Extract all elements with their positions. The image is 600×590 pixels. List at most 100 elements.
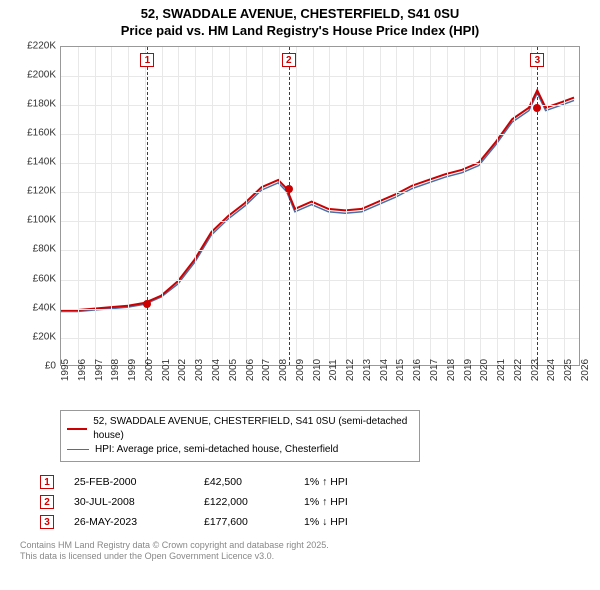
x-tick-label: 1996 bbox=[77, 359, 88, 381]
x-tick-label: 2023 bbox=[530, 359, 541, 381]
x-tick-label: 2018 bbox=[446, 359, 457, 381]
y-tick-label: £80K bbox=[33, 244, 56, 255]
y-tick-label: £0 bbox=[45, 360, 56, 371]
gridline-v bbox=[313, 47, 314, 365]
gridline-v bbox=[162, 47, 163, 365]
gridline-h bbox=[61, 309, 579, 310]
y-tick-label: £60K bbox=[33, 273, 56, 284]
event-price: £42,500 bbox=[204, 476, 284, 488]
gridline-v bbox=[380, 47, 381, 365]
footer-line-2: This data is licensed under the Open Gov… bbox=[20, 551, 580, 563]
event-vline bbox=[289, 47, 290, 365]
gridline-v bbox=[547, 47, 548, 365]
event-marker bbox=[533, 104, 541, 112]
legend-row-hpi: HPI: Average price, semi-detached house,… bbox=[67, 443, 413, 457]
x-tick-label: 2004 bbox=[211, 359, 222, 381]
y-tick-label: £20K bbox=[33, 331, 56, 342]
y-tick-label: £180K bbox=[27, 98, 56, 109]
gridline-v bbox=[396, 47, 397, 365]
x-tick-label: 2019 bbox=[463, 359, 474, 381]
gridline-h bbox=[61, 105, 579, 106]
y-axis: £0£20K£40K£60K£80K£100K£120K£140K£160K£1… bbox=[20, 46, 60, 366]
x-tick-label: 2013 bbox=[362, 359, 373, 381]
event-num-badge: 3 bbox=[40, 515, 54, 529]
gridline-h bbox=[61, 338, 579, 339]
x-tick-label: 1999 bbox=[127, 359, 138, 381]
title-line-1: 52, SWADDALE AVENUE, CHESTERFIELD, S41 0… bbox=[0, 6, 600, 23]
x-tick-label: 2005 bbox=[228, 359, 239, 381]
legend-swatch-price bbox=[67, 428, 87, 430]
gridline-h bbox=[61, 280, 579, 281]
x-tick-label: 2003 bbox=[194, 359, 205, 381]
footer: Contains HM Land Registry data © Crown c… bbox=[20, 540, 580, 563]
x-tick-label: 2017 bbox=[429, 359, 440, 381]
event-num-badge: 2 bbox=[40, 495, 54, 509]
legend-label-hpi: HPI: Average price, semi-detached house,… bbox=[95, 443, 338, 457]
event-badge: 1 bbox=[140, 53, 154, 67]
gridline-v bbox=[363, 47, 364, 365]
gridline-h bbox=[61, 163, 579, 164]
x-tick-label: 2015 bbox=[395, 359, 406, 381]
gridline-h bbox=[61, 250, 579, 251]
x-tick-label: 2011 bbox=[328, 359, 339, 381]
x-tick-label: 2024 bbox=[546, 359, 557, 381]
gridline-h bbox=[61, 134, 579, 135]
event-vline bbox=[147, 47, 148, 365]
x-tick-label: 1995 bbox=[60, 359, 71, 381]
y-tick-label: £140K bbox=[27, 157, 56, 168]
event-marker bbox=[285, 185, 293, 193]
gridline-v bbox=[229, 47, 230, 365]
y-tick-label: £160K bbox=[27, 128, 56, 139]
gridline-v bbox=[78, 47, 79, 365]
event-price: £177,600 bbox=[204, 516, 284, 528]
x-tick-label: 1997 bbox=[94, 359, 105, 381]
x-tick-label: 2025 bbox=[563, 359, 574, 381]
footer-line-1: Contains HM Land Registry data © Crown c… bbox=[20, 540, 580, 552]
gridline-v bbox=[178, 47, 179, 365]
x-tick-label: 2006 bbox=[245, 359, 256, 381]
event-table-row: 125-FEB-2000£42,5001% ↑ HPI bbox=[40, 472, 580, 492]
gridline-v bbox=[514, 47, 515, 365]
gridline-v bbox=[346, 47, 347, 365]
x-tick-label: 2026 bbox=[580, 359, 591, 381]
gridline-v bbox=[145, 47, 146, 365]
chart-title: 52, SWADDALE AVENUE, CHESTERFIELD, S41 0… bbox=[0, 0, 600, 42]
chart-container: £0£20K£40K£60K£80K£100K£120K£140K£160K£1… bbox=[20, 46, 580, 406]
x-tick-label: 2016 bbox=[412, 359, 423, 381]
gridline-v bbox=[329, 47, 330, 365]
event-date: 26-MAY-2023 bbox=[74, 516, 184, 528]
line-svg bbox=[61, 47, 579, 365]
x-axis: 1995199619971998199920002001200220032004… bbox=[60, 368, 580, 408]
event-badge: 2 bbox=[282, 53, 296, 67]
y-tick-label: £100K bbox=[27, 215, 56, 226]
legend-swatch-hpi bbox=[67, 449, 89, 450]
event-table-row: 230-JUL-2008£122,0001% ↑ HPI bbox=[40, 492, 580, 512]
gridline-v bbox=[447, 47, 448, 365]
gridline-v bbox=[464, 47, 465, 365]
gridline-v bbox=[279, 47, 280, 365]
gridline-h bbox=[61, 76, 579, 77]
legend-label-price: 52, SWADDALE AVENUE, CHESTERFIELD, S41 0… bbox=[93, 415, 413, 443]
y-tick-label: £220K bbox=[27, 40, 56, 51]
gridline-v bbox=[246, 47, 247, 365]
x-tick-label: 2012 bbox=[345, 359, 356, 381]
plot-area: 123 bbox=[60, 46, 580, 366]
gridline-v bbox=[262, 47, 263, 365]
gridline-v bbox=[128, 47, 129, 365]
x-tick-label: 2021 bbox=[496, 359, 507, 381]
x-tick-label: 1998 bbox=[110, 359, 121, 381]
y-tick-label: £40K bbox=[33, 302, 56, 313]
gridline-v bbox=[111, 47, 112, 365]
x-tick-label: 2014 bbox=[379, 359, 390, 381]
event-vline bbox=[537, 47, 538, 365]
event-change: 1% ↑ HPI bbox=[304, 476, 404, 488]
event-table: 125-FEB-2000£42,5001% ↑ HPI230-JUL-2008£… bbox=[40, 472, 580, 532]
gridline-v bbox=[497, 47, 498, 365]
x-tick-label: 2000 bbox=[144, 359, 155, 381]
gridline-v bbox=[212, 47, 213, 365]
x-tick-label: 2002 bbox=[177, 359, 188, 381]
x-tick-label: 2020 bbox=[479, 359, 490, 381]
gridline-v bbox=[95, 47, 96, 365]
event-change: 1% ↓ HPI bbox=[304, 516, 404, 528]
gridline-v bbox=[564, 47, 565, 365]
